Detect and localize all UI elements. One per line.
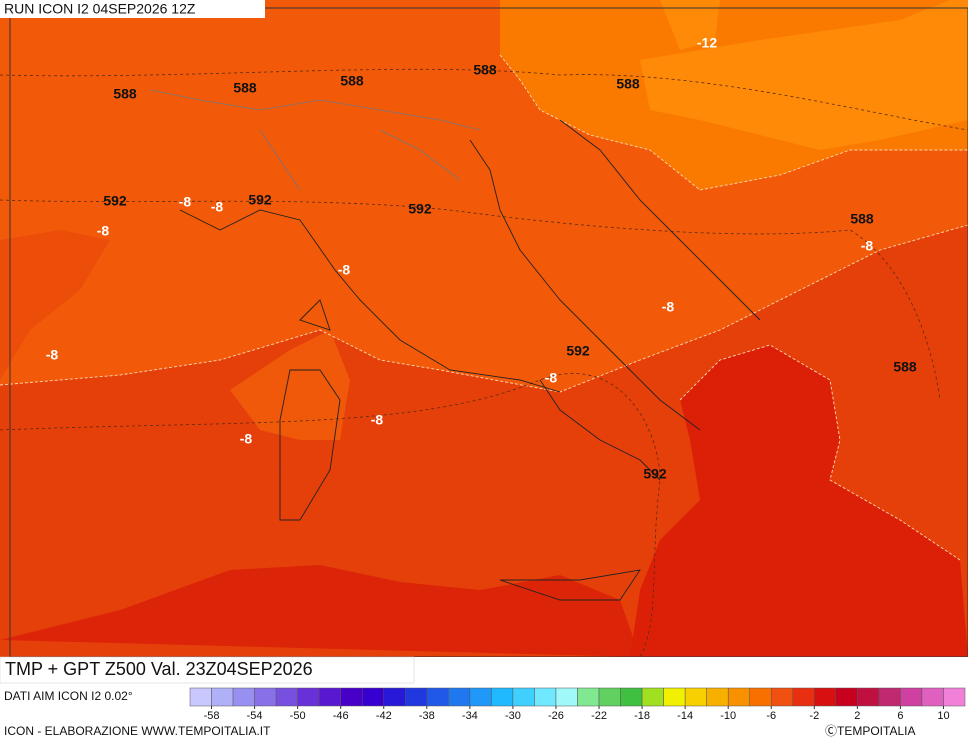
colorbar-tick-label: -34: [462, 710, 478, 722]
contour-label: -8: [662, 299, 675, 315]
contour-label: -8: [97, 223, 110, 239]
colorbar-swatch: [275, 687, 298, 707]
contour-label: 592: [566, 343, 590, 359]
colorbar-tick-label: -26: [548, 710, 564, 722]
colorbar-swatch: [749, 687, 772, 707]
field-red-west: [0, 230, 110, 380]
colorbar-swatch: [878, 687, 901, 707]
map-title: TMP + GPT Z500 Val. 23Z04SEP2026: [5, 659, 313, 679]
colorbar-swatch: [620, 687, 643, 707]
colorbar-swatch: [943, 687, 966, 707]
colorbar-swatch: [297, 687, 320, 707]
colorbar-swatch: [361, 687, 385, 707]
colorbar: -58 -54 -50 -46 -42 -38 -34 -30 -26 -22 -18 -14 -10-…: [189, 687, 966, 722]
coastline: [179, 119, 761, 601]
colorbar-swatch: [814, 687, 837, 707]
colorbar-swatch: [534, 687, 557, 707]
colorbar-swatch: [706, 687, 729, 707]
run-label: RUN ICON I2 04SEP2026 12Z: [4, 1, 196, 17]
contour-label: -8: [371, 412, 384, 428]
colorbar-tick-label: -30: [505, 710, 521, 722]
field-light-orange: [640, 0, 968, 150]
colorbar-tick-label: 6: [897, 710, 903, 722]
isotherm: [499, 54, 968, 191]
colorbar-swatch: [900, 687, 923, 707]
colorbar-tick-label: -2: [809, 710, 819, 722]
colorbar-swatch: [857, 687, 880, 707]
colorbar-swatch: [405, 687, 428, 707]
colorbar-tick-label: 10: [937, 710, 949, 722]
contour-label: 588: [233, 80, 257, 96]
contour-label: 592: [408, 201, 432, 217]
contour-label: 588: [616, 76, 640, 92]
isotherm: [679, 344, 961, 561]
colorbar-swatch: [232, 687, 255, 707]
colorbar-swatch: [598, 687, 621, 707]
field-deep-red-east: [630, 345, 968, 657]
contour-label: -8: [179, 194, 192, 210]
colorbar-swatch: [189, 687, 212, 707]
run-box: [0, 0, 265, 18]
contour-label: -8: [861, 238, 874, 254]
isohypse: [0, 373, 661, 658]
colorbar-tick-label: -54: [247, 710, 263, 722]
colorbar-swatch: [469, 687, 492, 707]
colorbar-swatch: [448, 687, 471, 707]
field-sardinia: [230, 330, 350, 440]
contour-label: -8: [545, 370, 558, 386]
colorbar-swatch: [318, 687, 341, 707]
contour-label: 588: [893, 359, 917, 375]
colorbar-tick-label: -6: [766, 710, 776, 722]
isotherm: [0, 224, 968, 393]
contour-label: 592: [643, 466, 667, 482]
colorbar-tick-label: -50: [290, 710, 306, 722]
colorbar-swatch: [426, 687, 449, 707]
colorbar-swatch: [684, 687, 707, 707]
borders: [149, 89, 481, 191]
colorbar-swatch: [340, 687, 363, 707]
colorbar-tick-label: -14: [677, 710, 693, 722]
colorbar-swatch: [491, 687, 514, 707]
contour-label: 588: [340, 73, 364, 89]
colorbar-tick-label: -42: [376, 710, 392, 722]
credit-label: ICON - ELABORAZIONE WWW.TEMPOITALIA.IT: [4, 724, 271, 738]
colorbar-swatch: [792, 687, 815, 707]
contour-label: 588: [113, 86, 137, 102]
colorbar-swatch: [835, 687, 858, 707]
colorbar-tick-label: -38: [419, 710, 435, 722]
colorbar-tick-label: 2: [854, 710, 860, 722]
contour-label: -8: [211, 199, 224, 215]
colorbar-tick-label: -46: [333, 710, 349, 722]
colorbar-swatch: [512, 687, 535, 707]
contour-label: -12: [697, 35, 717, 51]
colorbar-swatch: [771, 687, 794, 707]
colorbar-swatch: [663, 687, 686, 707]
contour-label: -8: [46, 347, 59, 363]
contour-label: 592: [248, 192, 272, 208]
title-box: [0, 656, 415, 684]
contour-label: -8: [338, 262, 351, 278]
colorbar-swatch: [727, 687, 750, 707]
colorbar-swatch: [211, 687, 234, 707]
colorbar-swatch: [921, 687, 944, 707]
field-deep-red-south: [0, 565, 640, 657]
colorbar-tick-label: -22: [591, 710, 607, 722]
contour-label: 592: [103, 193, 127, 209]
contour-label: 588: [850, 211, 874, 227]
colorbar-tick-label: -10: [720, 710, 736, 722]
contour-label: -8: [240, 431, 253, 447]
colorbar-tick-label: -18: [634, 710, 650, 722]
colorbar-swatch: [577, 687, 600, 707]
copyright: ⒸTEMPOITALIA: [825, 724, 915, 738]
contour-label: 588: [473, 62, 497, 78]
colorbar-tick-label: -58: [204, 710, 220, 722]
colorbar-swatch: [254, 687, 277, 707]
colorbar-swatch: [555, 687, 578, 707]
colorbar-swatch: [383, 687, 406, 707]
source-label: DATI AIM ICON I2 0.02°: [4, 689, 133, 703]
colorbar-swatch: [641, 687, 664, 707]
